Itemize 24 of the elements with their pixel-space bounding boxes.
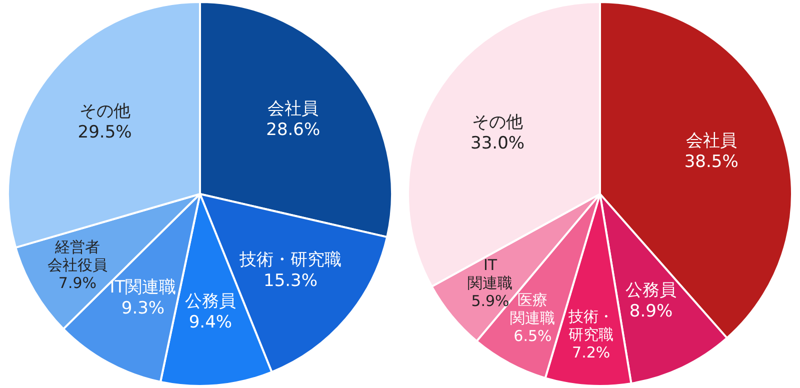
slice-label: 公務員 xyxy=(626,280,677,300)
data-label: 38.5% xyxy=(684,152,738,172)
slice-label: その他 xyxy=(472,112,524,132)
slice-label: IT関連職 xyxy=(468,256,513,292)
slice-label: 技術・研究職 xyxy=(238,250,342,270)
slice-label: 会社員 xyxy=(686,130,737,151)
data-label: 5.9% xyxy=(471,292,510,310)
slice-label: 経営者会社役員 xyxy=(47,238,108,274)
data-label: 33.0% xyxy=(470,133,525,154)
data-label: 7.2% xyxy=(572,344,610,362)
data-label: 8.9% xyxy=(629,301,673,322)
slice-label: 公務員 xyxy=(184,292,236,312)
data-label: 9.4% xyxy=(188,312,232,332)
slice-label: その他 xyxy=(79,101,130,122)
data-label: 29.5% xyxy=(78,122,132,142)
data-label: 7.9% xyxy=(58,274,97,292)
data-label: 9.3% xyxy=(121,298,165,318)
slice-label: 会社員 xyxy=(268,98,319,119)
data-label: 15.3% xyxy=(264,271,318,292)
slice-label: 医療関連職 xyxy=(510,291,556,328)
slice-label: 技術・研究職 xyxy=(568,308,614,344)
data-label: 28.6% xyxy=(266,120,320,140)
data-label: 6.5% xyxy=(514,327,552,346)
slice-label: IT関連職 xyxy=(110,277,176,298)
